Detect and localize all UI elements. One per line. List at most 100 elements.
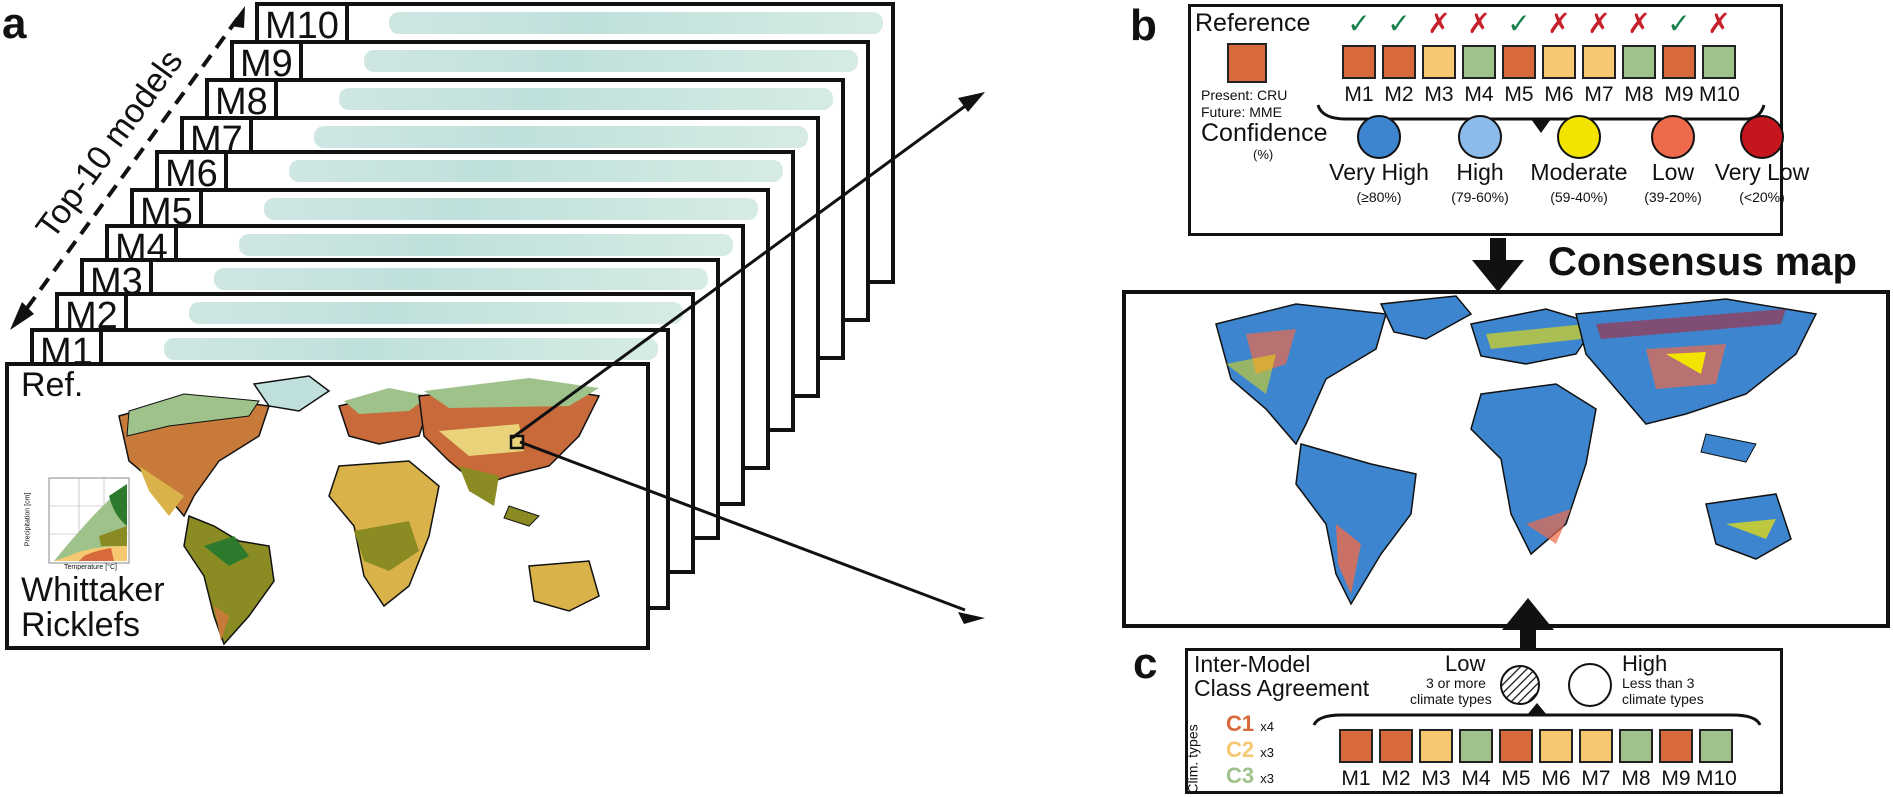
model-name: M2 [1384,83,1414,106]
swatch-m10 [1702,45,1736,79]
swatch-m2 [1382,45,1416,79]
model-name: M9 [1664,83,1694,106]
low-label: Low [1445,651,1486,676]
mark-m9: ✓ [1667,8,1691,39]
confidence-very-low-range: (<20%) [1739,189,1785,205]
confidence-very-low-dot [1740,115,1784,159]
swatch-m9 [1659,729,1693,763]
model-name: M2 [1381,767,1411,790]
present-note: Present: CRU [1201,87,1288,103]
future-note: Future: MME [1201,104,1282,120]
low-desc-1: 3 or more [1426,675,1486,691]
class-c1-name: C1 [1226,711,1255,736]
swatch-m4 [1462,45,1496,79]
panel-b-box: Reference Present: CRU Future: MME ✓ ✓ ✗… [1188,4,1809,236]
model-name: M9 [1661,767,1691,790]
model-name: M10 [1696,767,1737,790]
high-label: High [1622,651,1668,676]
model-name: M1 [1344,83,1374,106]
class-c2-name: C2 [1226,737,1255,762]
mark-m4: ✗ [1467,8,1491,39]
swatch-m1 [1339,729,1373,763]
mark-m5: ✓ [1507,8,1531,39]
model-name: M8 [1621,767,1651,790]
mark-m10: ✗ [1707,8,1731,39]
confidence-title: Confidence [1201,119,1328,147]
model-name: M4 [1464,83,1494,106]
open-circle [1568,663,1612,707]
model-name: M3 [1424,83,1454,106]
class-c2: C2 x3 [1226,737,1274,763]
class-c3: C3 x3 [1226,763,1274,789]
model-name: M7 [1581,767,1611,790]
swatch-m4 [1459,729,1493,763]
mark-m1: ✓ [1347,8,1371,39]
inset-xlabel: Temperature [°C] [64,564,117,571]
confidence-moderate-dot [1557,115,1601,159]
reference-frame: Ref. Precipitation [cm] Temperature [°C]… [5,362,650,650]
confidence-low-range: (39-20%) [1644,189,1702,205]
swatch-m8 [1622,45,1656,79]
mark-m3: ✗ [1427,8,1451,39]
confidence-low-label: Low [1651,159,1695,185]
model-swatch-row-c [1336,729,1736,763]
scheme-label-whittaker: Whittaker [21,571,165,609]
model-label-row-b: M1 M2 M3 M4 M5 M6 M7 M8 M9 M10 [1339,83,1739,107]
low-desc-2: climate types [1410,691,1492,707]
model-name: M10 [1699,83,1740,106]
model-name: M6 [1544,83,1574,106]
model-label-row-c: M1 M2 M3 M4 M5 M6 M7 M8 M9 M10 [1336,767,1736,791]
whittaker-inset [48,477,130,564]
reference-world-map [118,375,601,646]
mark-m8: ✗ [1627,8,1651,39]
consensus-world-map [1215,295,1818,606]
class-c1: C1 x4 [1226,711,1274,737]
swatch-m6 [1542,45,1576,79]
class-c1-count: x4 [1260,719,1274,734]
confidence-unit: (%) [1253,147,1274,162]
scheme-label-ricklefs: Ricklefs [21,606,141,644]
class-c3-name: C3 [1226,763,1255,788]
mark-m6: ✗ [1547,8,1571,39]
panel-c-letter: c [1133,639,1158,688]
panel-c-box: Inter-Model Class Agreement Low 3 or mor… [1185,648,1783,794]
mark-m7: ✗ [1587,8,1611,39]
model-name: M7 [1584,83,1614,106]
arrow-b-to-consensus [1472,238,1524,292]
panel-b-letter: b [1130,1,1157,50]
model-name: M3 [1421,767,1451,790]
confidence-very-low-label: Very Low [1714,159,1810,185]
swatch-m3 [1422,45,1456,79]
class-c3-count: x3 [1260,771,1274,786]
swatch-m5 [1502,45,1536,79]
model-swatch-row-b [1339,45,1739,79]
model-name: M1 [1341,767,1371,790]
model-name: M5 [1501,767,1531,790]
bracket-c [1312,703,1762,726]
confidence-very-high-range: (≥80%) [1356,189,1402,205]
swatch-m1 [1342,45,1376,79]
hatched-circle [1500,665,1540,705]
bracket-b [1316,104,1766,133]
swatch-m9 [1662,45,1696,79]
swatch-m7 [1582,45,1616,79]
swatch-m6 [1539,729,1573,763]
agreement-title-line1: Inter-Model [1194,651,1311,677]
swatch-m7 [1579,729,1613,763]
model-name: M5 [1504,83,1534,106]
swatch-m8 [1619,729,1653,763]
reference-title: Reference [1195,9,1311,37]
model-name: M4 [1461,767,1491,790]
model-name: M6 [1541,767,1571,790]
confidence-high-range: (79-60%) [1451,189,1509,205]
class-c2-count: x3 [1260,745,1274,760]
top-models-arrow [10,6,245,330]
consensus-map-frame [1122,290,1890,628]
swatch-m3 [1419,729,1453,763]
panel-a-letter: a [2,0,27,48]
confidence-low-dot [1651,115,1695,159]
swatch-m10 [1699,729,1733,763]
confidence-moderate-label: Moderate [1530,159,1628,185]
high-desc-1: Less than 3 [1622,675,1695,691]
